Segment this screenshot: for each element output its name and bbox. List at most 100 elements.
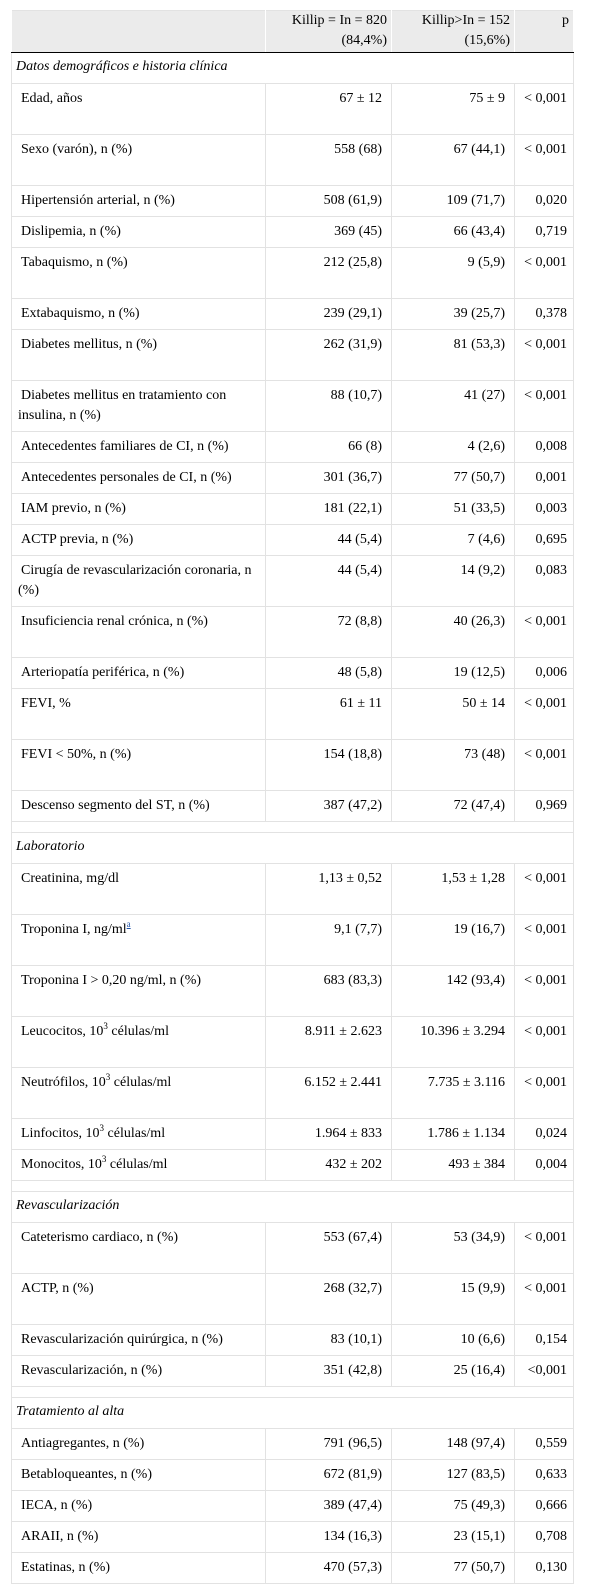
- value-killip-2plus: 77 (50,7): [391, 462, 515, 494]
- value-p: < 0,001: [514, 863, 574, 915]
- value-p: < 0,001: [514, 965, 574, 1017]
- value-p: 0,020: [514, 185, 574, 217]
- row-label-suffix: células/ml: [110, 1075, 172, 1090]
- row-label-cell: Creatinina, mg/dl: [11, 863, 266, 915]
- row-label-suffix: células/ml: [106, 1157, 168, 1172]
- row-label-cell: Neutrófilos, 103 células/ml: [11, 1067, 266, 1119]
- value-p: 0,666: [514, 1490, 574, 1522]
- section-header-row: Revascularización: [11, 1191, 574, 1223]
- value-killip-1: 212 (25,8): [265, 247, 392, 299]
- section-spacer-row: [11, 1180, 574, 1192]
- row-label: Revascularización, n (%): [21, 1363, 163, 1378]
- value-killip-2plus: 4 (2,6): [391, 431, 515, 463]
- value-p: < 0,001: [514, 134, 574, 186]
- value-killip-2plus: 1,53 ± 1,28: [391, 863, 515, 915]
- row-label-cell: Linfocitos, 103 células/ml: [11, 1118, 266, 1150]
- row-label: Creatinina, mg/dl: [21, 871, 119, 886]
- table-row: Diabetes mellitus, n (%) 262 (31,9) 81 (53…: [11, 329, 574, 381]
- value-killip-1: 470 (57,3): [265, 1552, 392, 1584]
- value-p: < 0,001: [514, 1016, 574, 1068]
- value-killip-1: 351 (42,8): [265, 1355, 392, 1387]
- value-p: 0,154: [514, 1324, 574, 1356]
- header-cell-killip-2plus: Killip>In = 152 (15,6%): [391, 10, 515, 53]
- value-p: 0,695: [514, 524, 574, 556]
- value-killip-1: 44 (5,4): [265, 524, 392, 556]
- table-row: Hipertensión arterial, n (%) 508 (61,9) 10…: [11, 185, 574, 217]
- value-p: < 0,001: [514, 688, 574, 740]
- row-label: Diabetes mellitus en tratamiento con ins…: [18, 388, 227, 423]
- row-label: IECA, n (%): [21, 1498, 93, 1513]
- value-killip-1: 791 (96,5): [265, 1428, 392, 1460]
- row-label-cell: Diabetes mellitus, n (%): [11, 329, 266, 381]
- value-p: 0,633: [514, 1459, 574, 1491]
- section-spacer-row: [11, 1386, 574, 1398]
- value-killip-1: 558 (68): [265, 134, 392, 186]
- header-killip-2plus-pct: (15,6%): [464, 33, 511, 48]
- row-label-cell: Insuficiencia renal crónica, n (%): [11, 606, 266, 658]
- value-p: < 0,001: [514, 606, 574, 658]
- section-spacer-row: [11, 821, 574, 833]
- spacer-cell: [11, 821, 574, 833]
- row-label-cell: Revascularización quirúrgica, n (%): [11, 1324, 266, 1356]
- row-label-cell: FEVI < 50%, n (%): [11, 739, 266, 791]
- value-killip-2plus: 77 (50,7): [391, 1552, 515, 1584]
- header-cell-label: [11, 10, 266, 53]
- value-killip-1: 8.911 ± 2.623: [265, 1016, 392, 1068]
- row-label-cell: Sexo (varón), n (%): [11, 134, 266, 186]
- table-row: Antecedentes personales de CI, n (%) 301 …: [11, 462, 574, 494]
- row-label-cell: IECA, n (%): [11, 1490, 266, 1522]
- row-label: ACTP, n (%): [21, 1281, 94, 1296]
- value-killip-1: 268 (32,7): [265, 1273, 392, 1325]
- value-killip-2plus: 72 (47,4): [391, 790, 515, 822]
- value-killip-1: 369 (45): [265, 216, 392, 248]
- row-label-cell: Tabaquismo, n (%): [11, 247, 266, 299]
- table-row: Troponina I, ng/mla 9,1 (7,7) 19 (16,7) < 0…: [11, 914, 574, 966]
- row-label-cell: Revascularización, n (%): [11, 1355, 266, 1387]
- table-row: Antecedentes familiares de CI, n (%) 66 (…: [11, 431, 574, 463]
- value-p: 0,719: [514, 216, 574, 248]
- value-killip-2plus: 41 (27): [391, 380, 515, 432]
- value-killip-2plus: 53 (34,9): [391, 1222, 515, 1274]
- value-killip-1: 154 (18,8): [265, 739, 392, 791]
- section-header-row: Laboratorio: [11, 832, 574, 864]
- value-p: 0,003: [514, 493, 574, 525]
- value-p: < 0,001: [514, 380, 574, 432]
- table-row: Sexo (varón), n (%) 558 (68) 67 (44,1) < 0,…: [11, 134, 574, 186]
- row-label-cell: ACTP previa, n (%): [11, 524, 266, 556]
- row-label: Hipertensión arterial, n (%): [21, 193, 175, 208]
- row-label: Troponina I > 0,20 ng/ml, n (%): [21, 973, 202, 988]
- header-killip-1-count: Killip = In = 820: [291, 13, 387, 28]
- value-killip-1: 9,1 (7,7): [265, 914, 392, 966]
- table-row: Diabetes mellitus en tratamiento con ins…: [11, 380, 574, 432]
- value-killip-2plus: 1.786 ± 1.134: [391, 1118, 515, 1150]
- row-label-cell: Betabloqueantes, n (%): [11, 1459, 266, 1491]
- table-row: Estatinas, n (%) 470 (57,3) 77 (50,7) 0,130: [11, 1552, 574, 1584]
- value-killip-1: 66 (8): [265, 431, 392, 463]
- value-killip-2plus: 127 (83,5): [391, 1459, 515, 1491]
- row-label: Antiagregantes, n (%): [21, 1436, 145, 1451]
- value-killip-2plus: 10 (6,6): [391, 1324, 515, 1356]
- row-label: Linfocitos, 10: [21, 1126, 100, 1141]
- footnote-link[interactable]: a: [126, 919, 131, 929]
- value-p: 0,130: [514, 1552, 574, 1584]
- value-killip-1: 262 (31,9): [265, 329, 392, 381]
- table-row: Leucocitos, 103 células/ml 8.911 ± 2.623 1…: [11, 1016, 574, 1068]
- section-title: Laboratorio: [11, 832, 574, 864]
- value-killip-2plus: 67 (44,1): [391, 134, 515, 186]
- spacer-cell: [11, 1180, 574, 1192]
- value-killip-2plus: 81 (53,3): [391, 329, 515, 381]
- table-row: Troponina I > 0,20 ng/ml, n (%) 683 (83,3…: [11, 965, 574, 1017]
- row-label-superscript: 3: [101, 1154, 107, 1164]
- value-p: 0,378: [514, 298, 574, 330]
- value-p: < 0,001: [514, 1067, 574, 1119]
- value-killip-2plus: 19 (16,7): [391, 914, 515, 966]
- value-killip-1: 88 (10,7): [265, 380, 392, 432]
- value-killip-2plus: 15 (9,9): [391, 1273, 515, 1325]
- value-killip-2plus: 73 (48): [391, 739, 515, 791]
- section-title: Revascularización: [11, 1191, 574, 1223]
- row-label-cell: IAM previo, n (%): [11, 493, 266, 525]
- value-killip-2plus: 7.735 ± 3.116: [391, 1067, 515, 1119]
- section-title: Datos demográficos e historia clínica: [11, 52, 574, 84]
- clinical-characteristics-table: Killip = In = 820 (84,4%) Killip>In = 152…: [11, 10, 574, 1584]
- row-label: Revascularización quirúrgica, n (%): [21, 1332, 223, 1347]
